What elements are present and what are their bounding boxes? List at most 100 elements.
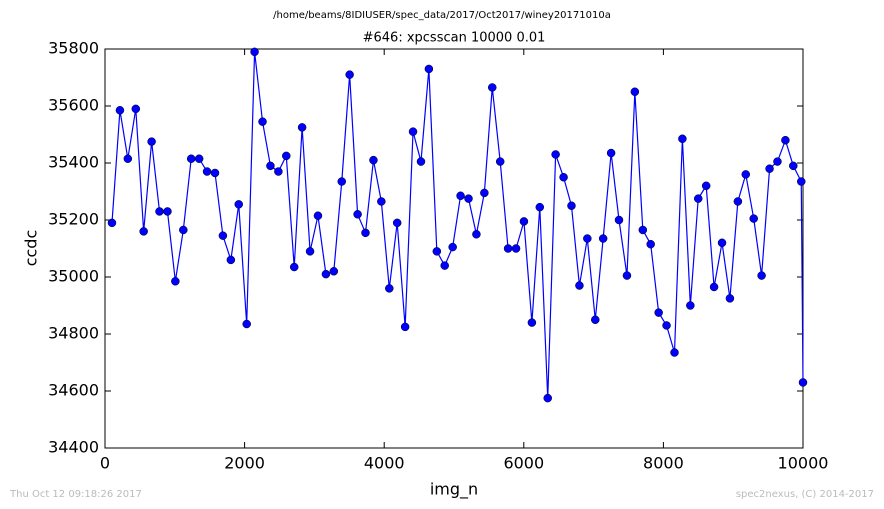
- data-point: [408, 127, 418, 136]
- data-point: [701, 181, 711, 191]
- data-point: [210, 168, 220, 178]
- data-point: [630, 87, 640, 96]
- y-tick-label: 35000: [48, 267, 99, 286]
- data-point: [709, 282, 719, 292]
- data-point: [781, 135, 790, 145]
- data-point: [329, 267, 339, 276]
- data-point: [202, 167, 212, 176]
- data-point: [654, 308, 663, 317]
- data-point: [250, 47, 259, 57]
- y-tick-label: 35600: [48, 96, 99, 115]
- data-point: [749, 214, 758, 223]
- data-point: [369, 155, 378, 165]
- x-tick-label: 4000: [364, 454, 405, 473]
- data-point: [614, 215, 624, 225]
- data-point: [440, 261, 449, 270]
- data-point: [773, 157, 782, 166]
- y-axis-label: ccdc: [22, 230, 41, 267]
- data-point: [488, 83, 497, 92]
- data-point: [179, 225, 188, 235]
- data-point: [345, 70, 354, 79]
- y-tick-label: 35800: [48, 39, 99, 58]
- data-point: [258, 117, 267, 126]
- chart-subtitle: #646: xpcsscan 10000 0.01: [363, 31, 546, 46]
- x-tick-label: 2000: [224, 454, 265, 473]
- data-point: [591, 315, 600, 324]
- data-point: [163, 207, 172, 216]
- data-point: [194, 154, 204, 163]
- data-point: [289, 262, 299, 272]
- data-point: [155, 207, 164, 216]
- data-point: [519, 217, 529, 226]
- data-point: [297, 123, 307, 132]
- data-point: [305, 247, 315, 256]
- data-point: [313, 211, 323, 220]
- data-point: [147, 137, 156, 146]
- data-point: [733, 197, 743, 206]
- data-point: [171, 277, 180, 286]
- data-point: [575, 281, 584, 290]
- data-point: [361, 228, 370, 238]
- data-point: [583, 234, 592, 243]
- data-point: [115, 106, 125, 115]
- data-point: [527, 318, 537, 327]
- y-tick-label: 35400: [48, 153, 99, 172]
- data-point: [234, 200, 243, 209]
- data-point: [693, 194, 703, 203]
- data-point: [123, 154, 133, 163]
- data-point: [535, 202, 545, 212]
- data-point: [725, 294, 735, 303]
- data-point: [670, 348, 679, 357]
- data-point: [266, 161, 275, 171]
- data-point: [638, 225, 648, 235]
- data-point: [242, 319, 251, 329]
- data-point: [432, 247, 442, 256]
- data-point: [559, 173, 568, 182]
- data-point: [789, 161, 798, 171]
- data-point: [218, 231, 228, 240]
- data-point: [567, 201, 576, 210]
- data-point: [472, 230, 481, 239]
- x-tick-label: 0: [100, 454, 110, 473]
- data-point: [511, 244, 521, 253]
- timestamp: Thu Oct 12 09:18:26 2017: [9, 489, 142, 500]
- y-tick-label: 34800: [48, 324, 99, 343]
- x-axis-label: img_n: [430, 480, 478, 500]
- data-point: [337, 177, 347, 186]
- data-point: [606, 148, 616, 158]
- data-point: [274, 167, 283, 176]
- data-point: [226, 255, 236, 265]
- data-point: [392, 218, 402, 228]
- x-tick-label: 10000: [778, 454, 829, 473]
- data-point: [598, 234, 608, 243]
- data-point: [662, 321, 671, 330]
- y-tick-label: 34400: [48, 438, 99, 457]
- data-point: [646, 239, 655, 249]
- data-point: [503, 244, 513, 253]
- data-point: [424, 64, 434, 74]
- data-point: [757, 271, 766, 280]
- data-point: [622, 271, 632, 280]
- data-point: [385, 284, 394, 293]
- data-point: [551, 150, 560, 159]
- data-point: [797, 177, 806, 186]
- data-point: [107, 218, 117, 228]
- data-point: [400, 322, 410, 332]
- data-point: [741, 170, 751, 179]
- data-point: [686, 301, 695, 310]
- data-point: [765, 164, 774, 173]
- data-point: [456, 191, 465, 201]
- data-point: [282, 151, 291, 161]
- y-tick-label: 35200: [48, 210, 99, 229]
- plot-frame: [104, 48, 804, 449]
- data-point: [377, 197, 386, 206]
- data-point: [678, 134, 687, 144]
- chart-title: /home/beams/8IDIUSER/spec_data/2017/Oct2…: [273, 10, 611, 21]
- x-tick-label: 8000: [643, 454, 684, 473]
- data-point: [464, 194, 473, 203]
- y-tick-label: 34600: [48, 381, 99, 400]
- data-point: [543, 393, 552, 403]
- x-tick-label: 6000: [503, 454, 544, 473]
